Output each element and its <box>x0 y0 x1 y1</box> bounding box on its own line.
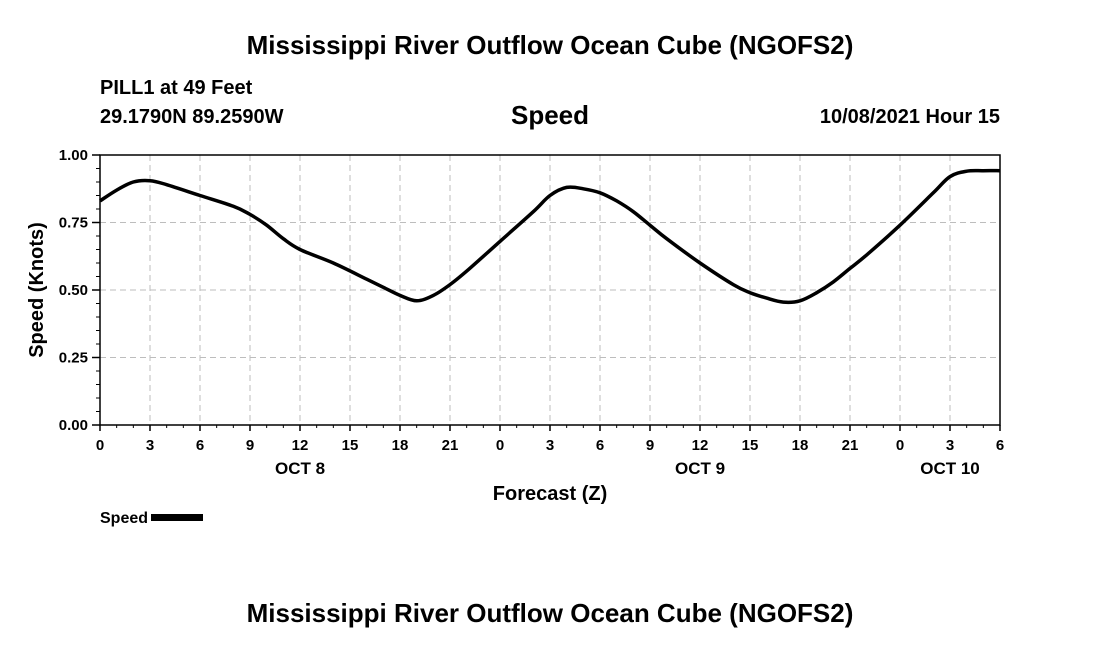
x-tick-label: 0 <box>96 437 104 454</box>
coordinates-label: 29.1790N 89.2590W <box>100 106 284 128</box>
y-tick-label: 0.25 <box>59 350 88 367</box>
chart-top-title: Mississippi River Outflow Ocean Cube (NG… <box>246 30 854 60</box>
x-tick-label: 15 <box>342 437 359 454</box>
day-label: OCT 10 <box>920 459 980 478</box>
day-label: OCT 8 <box>275 459 325 478</box>
series-layer <box>99 168 1001 305</box>
y-axis-label: Speed (Knots) <box>26 222 48 358</box>
x-tick-label: 9 <box>246 437 254 454</box>
x-tick-label: 0 <box>896 437 904 454</box>
x-tick-label: 21 <box>842 437 859 454</box>
x-tick-label: 6 <box>996 437 1004 454</box>
forecast-datestamp: 10/08/2021 Hour 15 <box>819 106 1000 128</box>
x-tick-label: 9 <box>646 437 654 454</box>
speed-series-line <box>99 168 1001 305</box>
chart-bottom-title: Mississippi River Outflow Ocean Cube (NG… <box>246 598 854 628</box>
x-tick-label: 15 <box>742 437 759 454</box>
x-tick-label: 0 <box>496 437 504 454</box>
y-tick-label: 1.00 <box>59 147 88 164</box>
day-label: OCT 9 <box>675 459 725 478</box>
x-tick-label: 6 <box>196 437 204 454</box>
x-tick-label: 6 <box>596 437 604 454</box>
grid-lines <box>100 155 1000 425</box>
x-axis-label: Forecast (Z) <box>493 483 607 505</box>
x-tick-label: 18 <box>792 437 809 454</box>
x-tick-label: 12 <box>292 437 309 454</box>
y-tick-label: 0.50 <box>59 282 88 299</box>
x-tick-label: 12 <box>692 437 709 454</box>
legend-label: Speed <box>100 510 149 527</box>
y-tick-label: 0.75 <box>59 215 88 232</box>
x-tick-label: 3 <box>146 437 154 454</box>
station-label: PILL1 at 49 Feet <box>100 77 253 99</box>
axes: 0 3 6 9 12 15 18 21 0 3 6 9 12 15 18 21 0 3 6 0.00 0.25 0.50 0… <box>59 147 1004 478</box>
legend-line-swatch <box>151 514 204 522</box>
y-tick-label: 0.00 <box>59 417 88 434</box>
x-tick-label: 3 <box>946 437 954 454</box>
x-tick-label: 18 <box>392 437 409 454</box>
x-tick-label: 3 <box>546 437 554 454</box>
legend: Speed <box>100 510 204 528</box>
x-tick-label: 21 <box>442 437 459 454</box>
variable-title: Speed <box>510 100 590 130</box>
